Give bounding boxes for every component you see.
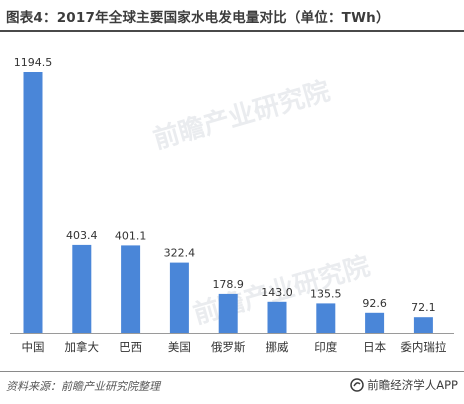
category-label: 日本 (363, 340, 386, 354)
category-label: 委内瑞拉 (400, 340, 446, 354)
footer-rule (0, 371, 464, 372)
category-label: 挪威 (266, 340, 289, 354)
data-label: 92.6 (362, 297, 387, 310)
title-rule (0, 30, 464, 32)
data-label: 322.4 (164, 247, 196, 260)
source-note: 资料来源：前瞻产业研究院整理 (6, 380, 160, 393)
brand-name: 前瞻经济学人APP (367, 378, 458, 392)
category-label: 美国 (168, 340, 191, 354)
brand-logo-icon (350, 378, 364, 392)
bar (413, 317, 433, 333)
category-label: 巴西 (119, 340, 142, 354)
category-label: 加拿大 (65, 340, 100, 354)
brand-credit: 前瞻经济学人APP (350, 377, 458, 393)
data-label: 401.1 (115, 229, 147, 242)
category-label: 俄罗斯 (211, 340, 246, 354)
data-label: 72.1 (411, 301, 436, 314)
data-label: 143.0 (261, 286, 293, 299)
category-label: 印度 (314, 340, 337, 354)
data-label: 1194.5 (14, 56, 53, 69)
category-label: 中国 (22, 340, 45, 354)
bar (121, 245, 141, 333)
bar (365, 312, 385, 333)
bar (316, 303, 336, 333)
bar (267, 301, 287, 333)
bar (23, 72, 43, 333)
data-label: 403.4 (66, 229, 98, 242)
chart-title: 图表4：2017年全球主要国家水电发电量对比（单位：TWh） (6, 10, 390, 26)
bar (169, 262, 189, 333)
data-label: 178.9 (212, 278, 244, 291)
bar (218, 293, 238, 333)
bar (72, 244, 92, 333)
data-label: 135.5 (310, 287, 342, 300)
